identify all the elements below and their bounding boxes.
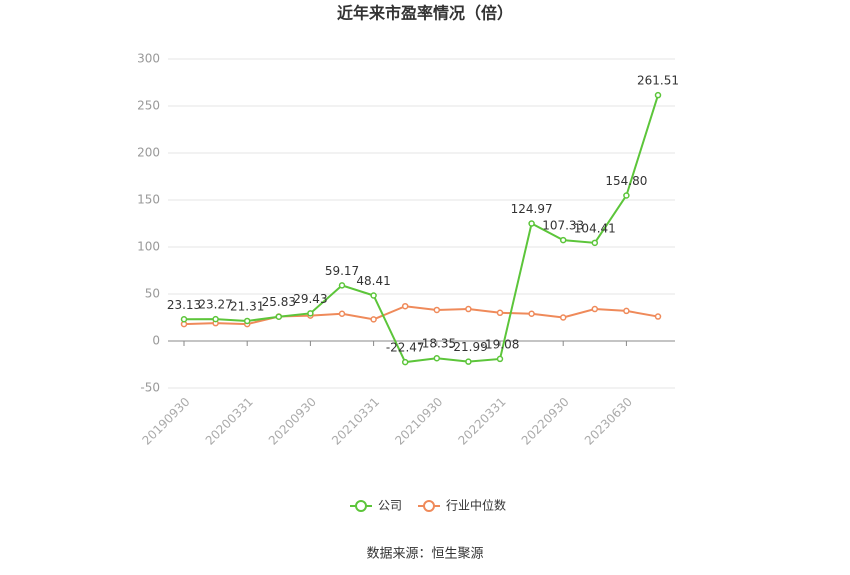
legend-marker [355,500,367,512]
data-label: 23.13 [167,298,201,312]
legend-label: 公司 [378,499,402,513]
data-point [307,310,314,317]
data-point [212,315,219,323]
y-tick-label: 100 [137,240,160,254]
x-tick-label: 20220930 [519,395,572,448]
data-point [465,305,472,313]
x-tick-label: 20230630 [582,395,635,448]
y-tick-label: 0 [152,334,160,348]
data-point [559,236,567,244]
data-point [338,282,346,289]
data-point [591,305,599,313]
data-point [433,354,441,362]
x-tick-label: 20200331 [203,395,256,448]
data-point [528,220,535,227]
y-tick-label: -50 [140,381,160,395]
data-label: 29.43 [293,292,327,306]
x-tick-label: 20190930 [140,395,193,448]
chart-title: 近年来市盈率情况（倍） [337,4,513,23]
data-label: 104.41 [574,221,616,235]
y-tick-label: 300 [137,52,160,66]
data-point [496,309,504,317]
data-point [496,355,504,363]
data-point [275,313,283,320]
x-tick-label: 20210930 [392,395,445,448]
data-label: 59.17 [325,264,359,278]
data-label: 25.83 [262,295,296,309]
data-point [433,306,441,314]
data-point [180,316,188,323]
data-point [559,314,567,321]
y-tick-label: 50 [145,287,160,301]
data-label: 154.80 [605,174,647,188]
data-point [243,317,251,325]
data-point [623,307,630,315]
data-point [401,302,409,310]
data-point [528,310,535,317]
y-tick-label: 200 [137,146,160,160]
data-label: -22.47 [386,341,425,355]
data-label: 124.97 [511,202,553,216]
x-tick-label: 20220331 [456,395,509,448]
data-point [654,313,662,320]
source: 数据来源：恒生聚源 [366,547,483,562]
data-label: 23.27 [198,298,232,312]
data-label: 21.31 [230,299,264,313]
x-tick-label: 20210331 [329,395,382,448]
x-tick-label: 20200930 [266,395,319,448]
y-tick-label: 250 [137,99,160,113]
data-point [465,358,472,365]
data-label: -18.35 [417,337,456,351]
data-point [338,310,346,317]
data-point [623,192,630,199]
legend-label: 行业中位数 [446,498,506,513]
data-point [401,358,409,366]
y-tick-label: 150 [137,193,160,207]
data-point [370,316,377,323]
series-line [183,94,659,364]
data-label: -19.08 [481,337,520,351]
data-label: -21.99 [449,340,488,354]
legend-marker [423,500,435,512]
data-label: 48.41 [356,274,390,288]
data-label: 107.33 [542,219,584,233]
data-point [370,292,377,299]
data-point [654,91,662,99]
series-line [183,305,659,326]
data-point [591,239,599,247]
data-label: 261.51 [637,74,679,88]
